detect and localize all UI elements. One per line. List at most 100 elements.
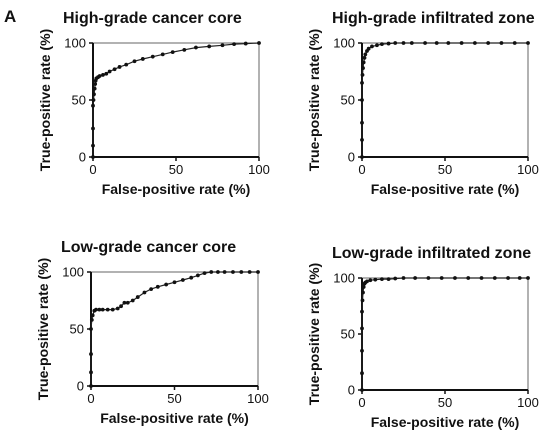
roc-point	[426, 276, 431, 280]
roc-point	[140, 57, 145, 61]
roc-point	[91, 98, 96, 102]
x-tick-label: 50	[169, 162, 183, 177]
roc-point	[89, 370, 93, 375]
roc-point	[91, 143, 95, 148]
roc-point	[386, 277, 391, 282]
roc-point	[101, 73, 105, 77]
y-tick-label: 50	[341, 93, 355, 108]
roc-point	[222, 270, 227, 274]
y-tick-label: 100	[333, 36, 355, 51]
roc-point	[375, 43, 379, 48]
roc-point	[370, 44, 374, 49]
roc-point	[94, 307, 98, 312]
roc-point	[164, 282, 169, 287]
roc-point	[453, 276, 457, 280]
roc-point	[130, 298, 135, 303]
roc-point	[360, 298, 365, 303]
roc-point	[366, 46, 371, 51]
roc-point	[446, 41, 451, 45]
x-tick-label: 50	[438, 395, 452, 410]
y-tick-label: 50	[341, 327, 355, 342]
roc-point	[155, 284, 160, 289]
roc-point	[512, 41, 517, 45]
x-axis-label: False-positive rate (%)	[371, 414, 520, 430]
roc-point	[409, 41, 414, 45]
roc-point	[89, 384, 93, 388]
roc-point	[361, 290, 365, 295]
roc-point	[135, 295, 140, 299]
roc-point	[150, 54, 155, 59]
roc-point	[142, 290, 147, 295]
roc-curve-line	[90, 271, 258, 386]
roc-point	[115, 306, 120, 311]
roc-point	[526, 276, 530, 280]
roc-point	[122, 300, 127, 305]
roc-point	[256, 270, 260, 274]
roc-point	[105, 307, 110, 312]
roc-point	[172, 280, 177, 285]
roc-point	[104, 71, 109, 76]
roc-point	[195, 273, 200, 278]
roc-point	[93, 82, 98, 86]
y-tick-label: 100	[62, 265, 84, 280]
roc-point	[124, 62, 129, 67]
panel-letter: A	[4, 7, 16, 26]
roc-point	[202, 271, 207, 276]
roc-point	[361, 60, 366, 65]
roc-point	[180, 278, 185, 282]
roc-point	[360, 348, 364, 353]
roc-point	[243, 41, 248, 46]
roc-point	[92, 92, 96, 97]
roc-point	[499, 41, 504, 45]
roc-point	[380, 277, 384, 282]
roc-point	[100, 307, 105, 312]
roc-point	[362, 55, 367, 60]
x-axis-label: False-positive rate (%)	[100, 410, 249, 426]
roc-point	[247, 270, 252, 274]
roc-point	[231, 270, 235, 274]
roc-point	[207, 44, 212, 49]
panel-title: Low-grade cancer core	[61, 239, 236, 256]
roc-curve-line	[92, 42, 260, 157]
x-tick-label: 0	[89, 162, 96, 177]
y-tick-label: 50	[72, 93, 86, 108]
roc-point	[117, 65, 122, 69]
panel-title: High-grade cancer core	[63, 10, 242, 27]
roc-point	[91, 126, 95, 131]
x-tick-label: 0	[87, 391, 94, 406]
roc-point	[110, 307, 115, 312]
x-tick-label: 100	[248, 162, 270, 177]
panel-title: Low-grade infiltrated zone	[332, 245, 531, 262]
roc-panel-1: High-grade cancer core 0 50 100 0 50 100 False-…	[37, 10, 270, 197]
roc-point	[360, 371, 364, 376]
roc-point	[423, 41, 427, 45]
y-tick-label: 0	[348, 150, 355, 165]
x-tick-label: 100	[517, 395, 539, 410]
roc-point	[220, 43, 225, 48]
roc-point	[393, 276, 398, 281]
y-axis-label: True-positive rate (%)	[37, 29, 53, 171]
roc-panel-3: Low-grade cancer core 0 50 100 0 50 100 False-p…	[35, 239, 269, 426]
roc-point	[466, 276, 471, 280]
roc-point	[149, 287, 154, 291]
roc-point	[365, 279, 369, 284]
roc-point	[439, 276, 444, 280]
roc-point	[361, 285, 366, 289]
roc-point	[182, 47, 187, 52]
roc-point	[216, 270, 220, 274]
roc-point	[459, 41, 464, 45]
roc-point	[209, 270, 214, 274]
roc-point	[506, 276, 510, 280]
y-tick-label: 100	[64, 36, 86, 51]
roc-point	[97, 307, 102, 312]
roc-point	[472, 41, 477, 45]
roc-point	[373, 277, 378, 282]
roc-point	[92, 86, 97, 91]
roc-point	[107, 69, 112, 74]
roc-point	[380, 42, 384, 47]
x-tick-label: 0	[358, 162, 365, 177]
x-axis-label: False-positive rate (%)	[371, 181, 520, 197]
roc-point	[232, 42, 237, 47]
x-tick-label: 100	[247, 391, 269, 406]
y-tick-label: 50	[70, 322, 84, 337]
